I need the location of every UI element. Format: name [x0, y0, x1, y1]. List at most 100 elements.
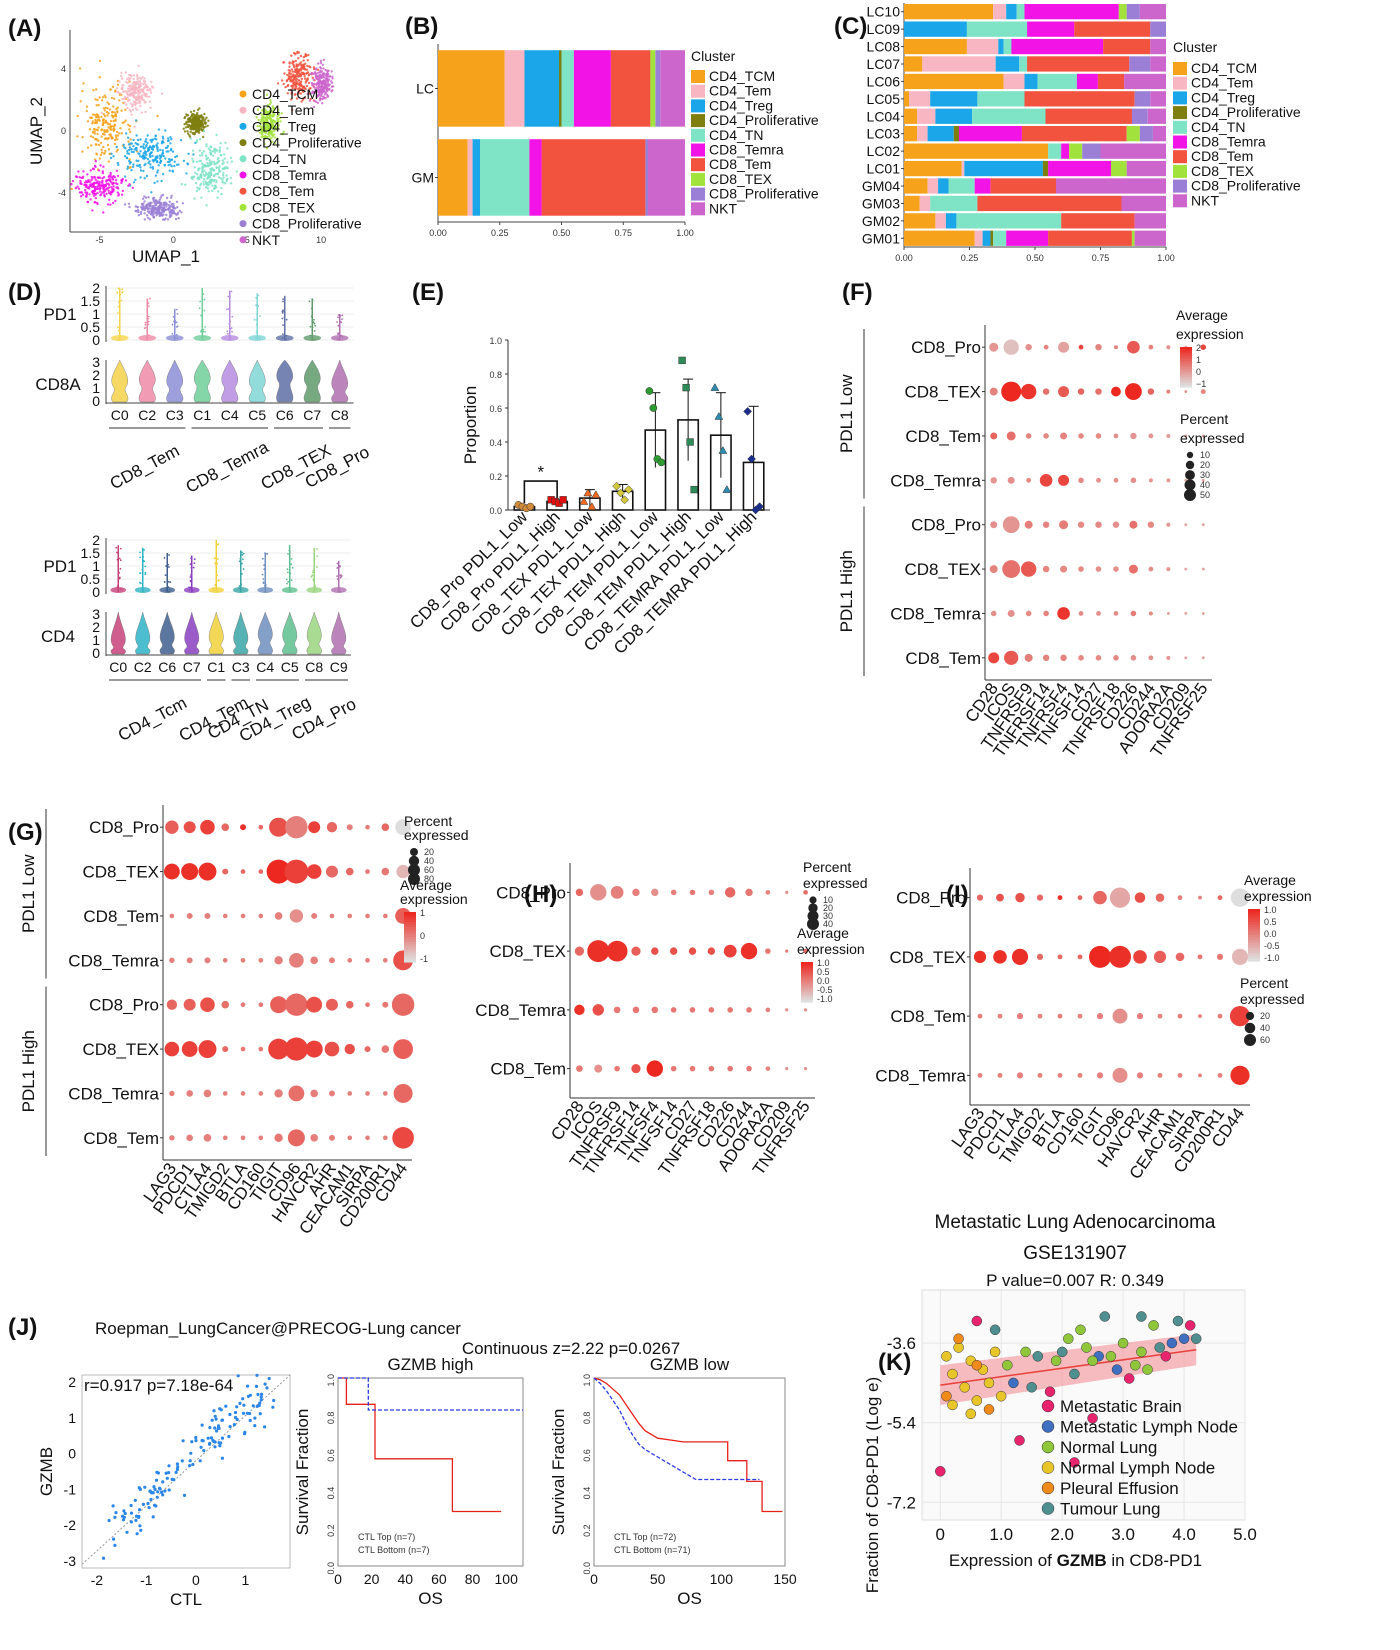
- e-y-tick: 0.0: [489, 506, 502, 516]
- violin-pd1-point: [149, 297, 151, 300]
- violin-pd1-point: [256, 319, 258, 321]
- umap-cell-point: [213, 187, 216, 190]
- legend-label: CD8_Proliferative: [252, 216, 362, 232]
- color-legend-bar: [801, 968, 813, 971]
- e-data-point: [743, 407, 752, 416]
- dot-ctla4: [1016, 1072, 1024, 1079]
- k-data-point: [983, 1377, 995, 1389]
- color-legend-bar: [1180, 371, 1192, 374]
- umap-cell-point: [220, 186, 223, 190]
- dot-tnfrsf25: [1201, 523, 1205, 527]
- umap-cell-point: [145, 138, 148, 141]
- j-y-tick: -2: [64, 1517, 77, 1533]
- umap-cell-point: [117, 163, 120, 167]
- color-legend-bar: [1248, 948, 1260, 952]
- dot-cd44: [1231, 948, 1249, 965]
- umap-cell-point: [147, 161, 150, 165]
- umap-cell-point: [187, 119, 190, 123]
- km-x-tick: 60: [431, 1571, 447, 1587]
- legend-label: CD4_Treg: [1191, 89, 1255, 105]
- violin-pd1-point: [225, 308, 228, 311]
- umap-cell-point: [196, 108, 200, 112]
- color-legend-bar: [1248, 911, 1260, 915]
- umap-cell-point: [164, 129, 167, 132]
- legend-label: CD8_Temra: [252, 167, 327, 183]
- legend-swatch-cd8-tex: [1173, 164, 1187, 178]
- dot-tigit: [266, 859, 291, 884]
- e-data-point: [714, 411, 724, 420]
- umap-cell-point: [147, 216, 150, 220]
- km-curve: [593, 1377, 783, 1513]
- umap-cell-point: [199, 119, 203, 122]
- umap-cell-point: [146, 134, 149, 137]
- color-legend-bar: [1180, 367, 1192, 370]
- legend-label: CD4_Tem: [709, 83, 771, 99]
- umap-cell-point: [100, 135, 103, 138]
- dot-tigit: [268, 1038, 290, 1060]
- umap-cell-point: [93, 201, 97, 204]
- k-legend-label: Tumour Lung: [1060, 1500, 1160, 1519]
- umap-cell-point: [109, 127, 112, 130]
- umap-cell-point: [198, 138, 202, 141]
- color-legend-bar: [801, 998, 813, 1001]
- e-data-point: [583, 488, 593, 497]
- violin-pd1-point: [146, 330, 148, 333]
- color-legend-bar: [404, 927, 416, 931]
- umap-cell-point: [186, 163, 190, 166]
- j-scatter-point: [265, 1386, 269, 1390]
- bar-x-tick: 0.50: [553, 228, 571, 238]
- dot-row-label: CD8_Tem: [83, 1129, 159, 1148]
- umap-cell-point: [161, 173, 165, 176]
- dot-row-label: CD8_Tem: [490, 1060, 566, 1079]
- umap-cell-point: [89, 198, 92, 201]
- bar-segment-gm03: [1121, 195, 1166, 212]
- dot-tnfrsf25: [1201, 612, 1205, 615]
- violin-pd1-point: [216, 574, 219, 577]
- dot-cd28: [990, 432, 998, 440]
- color-legend-bar: [801, 962, 813, 965]
- umap-cell-point: [166, 207, 170, 211]
- umap-cell-point: [215, 181, 218, 184]
- umap-cell-point: [132, 150, 135, 154]
- umap-cell-point: [110, 176, 113, 179]
- violin-pd1-point: [190, 574, 192, 576]
- umap-cell-point: [263, 110, 266, 114]
- dot-cd160: [1077, 1072, 1083, 1078]
- k-regression-line: [940, 1348, 1197, 1386]
- km-y-label: Survival Fraction: [549, 1409, 568, 1536]
- size-legend-dot: [1184, 479, 1196, 491]
- legend-label: CD4_TCM: [709, 68, 775, 84]
- umap-cell-point: [264, 136, 268, 139]
- umap-cell-point: [130, 74, 133, 78]
- color-legend-bar: [1180, 351, 1192, 354]
- dot-cd226: [1130, 432, 1137, 440]
- dot-cd27: [689, 1007, 696, 1013]
- k-y-tick: -3.6: [887, 1334, 916, 1353]
- umap-cell-point: [260, 126, 263, 129]
- dot-ctla4: [203, 1089, 212, 1098]
- bar-x-tick: 0.25: [961, 253, 979, 263]
- dot-havcr2: [306, 864, 322, 879]
- umap-cell-point: [302, 85, 306, 89]
- umap-cell-point: [269, 99, 272, 102]
- bar-segment-lc05: [977, 91, 1025, 107]
- bar-segment-lc03: [959, 126, 1022, 142]
- legend-label: NKT: [1191, 192, 1219, 208]
- umap-cell-point: [192, 160, 195, 163]
- umap-cell-point: [282, 61, 285, 64]
- umap-cell-point: [275, 122, 278, 125]
- umap-cell-point: [269, 118, 272, 121]
- violin-pd1-point: [198, 307, 201, 310]
- j-correlation-annotation: r=0.917 p=7.18e-64: [84, 1376, 233, 1395]
- dot-cd209: [1184, 523, 1188, 527]
- violin-pd1-point: [337, 566, 339, 569]
- violin-pd1-point: [263, 564, 265, 567]
- size-legend-tick: 40: [823, 919, 833, 929]
- umap-cell-point: [80, 176, 83, 180]
- umap-cell-point: [136, 209, 140, 212]
- umap-cell-point: [76, 135, 79, 138]
- color-legend-tick: −1: [1196, 379, 1206, 389]
- umap-cell-point: [102, 121, 105, 124]
- size-legend-dot: [410, 848, 418, 856]
- dot-row-label: CD8_TEX: [889, 948, 966, 967]
